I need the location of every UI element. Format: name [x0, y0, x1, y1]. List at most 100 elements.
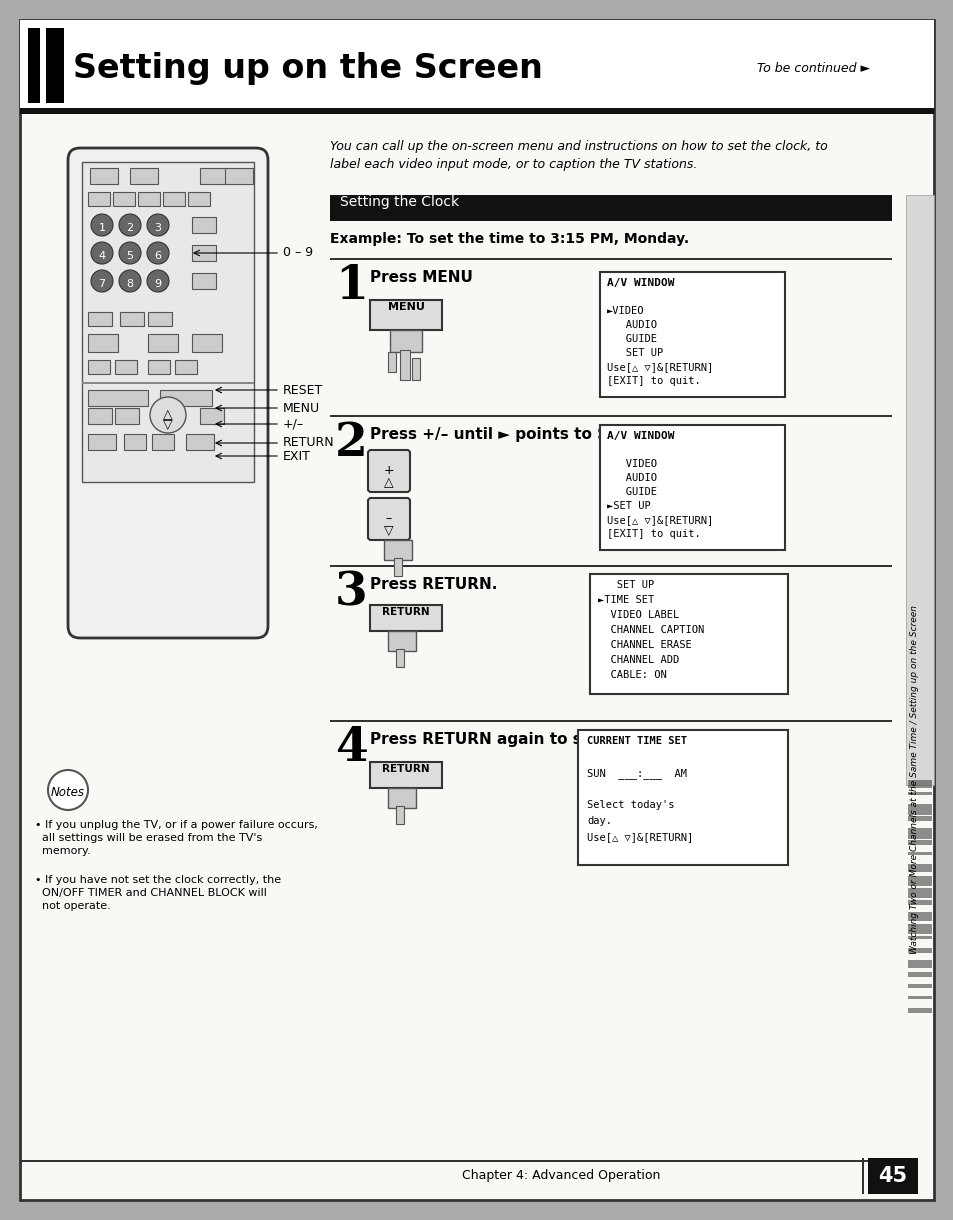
Bar: [20, 20, 933, 110]
Bar: [192, 217, 215, 233]
Circle shape: [91, 214, 112, 235]
Circle shape: [147, 242, 169, 264]
Text: AUDIO: AUDIO: [606, 473, 657, 483]
Text: Press RETURN again to select “TIME SET”.: Press RETURN again to select “TIME SET”.: [370, 732, 733, 747]
Text: • If you unplug the TV, or if a power failure occurs,
  all settings will be era: • If you unplug the TV, or if a power fa…: [35, 820, 317, 856]
Bar: [90, 168, 118, 184]
Bar: [599, 425, 784, 550]
Circle shape: [91, 270, 112, 292]
Text: SUN  ___:___  AM: SUN ___:___ AM: [586, 769, 686, 778]
Bar: [907, 913, 931, 920]
Text: ►TIME SET: ►TIME SET: [598, 595, 654, 605]
Text: A/V WINDOW: A/V WINDOW: [606, 278, 674, 288]
Bar: [907, 864, 931, 869]
Bar: [907, 841, 931, 845]
Bar: [399, 350, 410, 379]
Bar: [330, 257, 891, 260]
Bar: [578, 730, 787, 865]
Text: day.: day.: [586, 816, 612, 826]
Bar: [907, 792, 931, 797]
Text: 3: 3: [154, 223, 161, 233]
FancyBboxPatch shape: [68, 148, 268, 638]
Text: +/–: +/–: [283, 417, 304, 431]
Bar: [225, 168, 253, 184]
Text: To be continued ►: To be continued ►: [756, 61, 869, 74]
Bar: [394, 558, 401, 576]
Bar: [907, 985, 931, 989]
Text: AUDIO: AUDIO: [606, 320, 657, 329]
Bar: [160, 390, 212, 406]
Text: Use[△ ▽]&[RETURN]: Use[△ ▽]&[RETURN]: [606, 515, 713, 525]
Circle shape: [48, 770, 88, 810]
Text: RETURN: RETURN: [382, 608, 430, 617]
Text: CHANNEL CAPTION: CHANNEL CAPTION: [598, 625, 703, 634]
Text: 1: 1: [335, 264, 368, 309]
Bar: [907, 816, 931, 819]
Text: GUIDE: GUIDE: [606, 334, 657, 344]
Text: +
△: + △: [383, 464, 394, 489]
Text: CHANNEL ERASE: CHANNEL ERASE: [598, 640, 691, 650]
Text: GUIDE: GUIDE: [606, 487, 657, 497]
Text: ▽: ▽: [163, 418, 172, 431]
Text: ►SET UP: ►SET UP: [606, 501, 650, 511]
Text: SET UP: SET UP: [606, 348, 662, 357]
Text: Press RETURN.: Press RETURN.: [370, 577, 497, 592]
Bar: [115, 360, 137, 375]
Bar: [330, 415, 891, 417]
Bar: [907, 900, 931, 906]
Bar: [192, 245, 215, 261]
FancyBboxPatch shape: [368, 498, 410, 540]
Text: [EXIT] to quit.: [EXIT] to quit.: [606, 376, 700, 386]
Text: 5: 5: [127, 251, 133, 261]
Bar: [192, 334, 222, 353]
Bar: [152, 434, 173, 450]
Bar: [907, 996, 931, 1005]
Bar: [907, 828, 931, 839]
Text: MENU: MENU: [387, 303, 424, 312]
Circle shape: [150, 396, 186, 433]
Text: 0 – 9: 0 – 9: [283, 246, 313, 260]
Bar: [88, 192, 110, 206]
Bar: [112, 192, 135, 206]
Bar: [200, 407, 224, 425]
Bar: [148, 334, 178, 353]
Bar: [867, 1158, 917, 1194]
Bar: [124, 434, 146, 450]
Text: [EXIT] to quit.: [EXIT] to quit.: [606, 529, 700, 539]
Bar: [388, 353, 395, 372]
Bar: [384, 540, 412, 560]
Text: 8: 8: [127, 279, 133, 289]
Text: CURRENT TIME SET: CURRENT TIME SET: [586, 736, 686, 745]
Text: Setting the Clock: Setting the Clock: [339, 195, 458, 209]
Text: Use[△ ▽]&[RETURN]: Use[△ ▽]&[RETURN]: [586, 832, 693, 842]
Text: RETURN: RETURN: [382, 764, 430, 773]
Text: –
▽: – ▽: [384, 512, 394, 537]
Bar: [370, 300, 441, 329]
Text: CABLE: ON: CABLE: ON: [598, 670, 666, 680]
Text: Chapter 4: Advanced Operation: Chapter 4: Advanced Operation: [461, 1169, 659, 1181]
Bar: [388, 788, 416, 808]
Bar: [599, 272, 784, 396]
Bar: [330, 195, 891, 221]
Bar: [907, 960, 931, 967]
Text: You can call up the on-screen menu and instructions on how to set the clock, to
: You can call up the on-screen menu and i…: [330, 140, 827, 171]
Bar: [88, 407, 112, 425]
Bar: [148, 312, 172, 326]
Bar: [907, 1008, 931, 1015]
Text: 9: 9: [154, 279, 161, 289]
Text: SET UP: SET UP: [598, 580, 654, 590]
Bar: [82, 382, 253, 384]
Text: Setting up on the Screen: Setting up on the Screen: [73, 52, 542, 85]
Bar: [163, 192, 185, 206]
Bar: [905, 195, 933, 784]
Text: • If you have not set the clock correctly, the
  ON/OFF TIMER and CHANNEL BLOCK : • If you have not set the clock correctl…: [35, 875, 281, 911]
Circle shape: [119, 242, 141, 264]
Bar: [907, 852, 931, 856]
Bar: [115, 407, 139, 425]
Bar: [200, 168, 228, 184]
FancyBboxPatch shape: [368, 450, 410, 492]
Text: 4: 4: [335, 725, 368, 771]
Bar: [130, 168, 158, 184]
Text: A/V WINDOW: A/V WINDOW: [606, 431, 674, 440]
Bar: [28, 28, 40, 102]
